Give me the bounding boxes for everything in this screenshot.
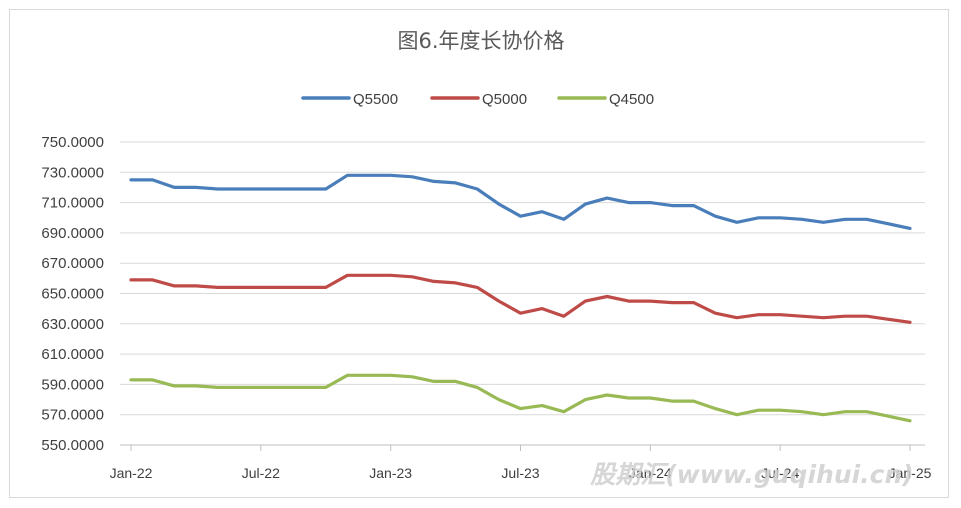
watermark-text: 股期汇(www.guqihui.cn) bbox=[589, 460, 913, 489]
legend: Q5500 Q5000 Q4500 bbox=[301, 91, 654, 108]
x-tick-label: Jan-24 bbox=[629, 465, 672, 481]
x-tick-label: Jan-25 bbox=[889, 465, 932, 481]
y-axis: 750.0000 730.0000 710.0000 690.0000 670.0000… bbox=[41, 134, 104, 454]
y-tick-label: 690.0000 bbox=[41, 225, 104, 242]
y-tick-label: 710.0000 bbox=[41, 195, 104, 212]
chart-frame bbox=[9, 9, 949, 498]
x-axis: Jan-22 Jul-22 Jan-23 Jul-23 Jan-24 Jul-24 Jan-… bbox=[110, 444, 932, 481]
series-lines bbox=[129, 173, 912, 423]
y-tick-label: 570.0000 bbox=[41, 407, 104, 424]
series-line-q5000 bbox=[129, 273, 912, 324]
y-tick-label: 630.0000 bbox=[41, 316, 104, 333]
series-line-q5500 bbox=[129, 173, 912, 230]
gridlines bbox=[120, 141, 925, 416]
y-tick-label: 610.0000 bbox=[41, 346, 104, 363]
x-tick-label: Jan-22 bbox=[110, 465, 153, 481]
legend-label-q5500: Q5500 bbox=[353, 91, 398, 108]
x-tick-label: Jul-22 bbox=[242, 465, 280, 481]
y-tick-label: 590.0000 bbox=[41, 376, 104, 393]
y-tick-label: 550.0000 bbox=[41, 437, 104, 454]
y-tick-label: 730.0000 bbox=[41, 164, 104, 181]
y-tick-label: 650.0000 bbox=[41, 286, 104, 303]
y-tick-label: 750.0000 bbox=[41, 134, 104, 151]
legend-label-q5000: Q5000 bbox=[482, 91, 527, 108]
chart-title: 图6.年度长协价格 bbox=[397, 29, 564, 53]
x-tick-label: Jan-23 bbox=[369, 465, 412, 481]
x-tick-label: Jul-24 bbox=[761, 465, 799, 481]
series-line-q4500 bbox=[129, 373, 912, 423]
legend-label-q4500: Q4500 bbox=[609, 91, 654, 108]
x-tick-label: Jul-23 bbox=[501, 465, 539, 481]
y-tick-label: 670.0000 bbox=[41, 255, 104, 272]
